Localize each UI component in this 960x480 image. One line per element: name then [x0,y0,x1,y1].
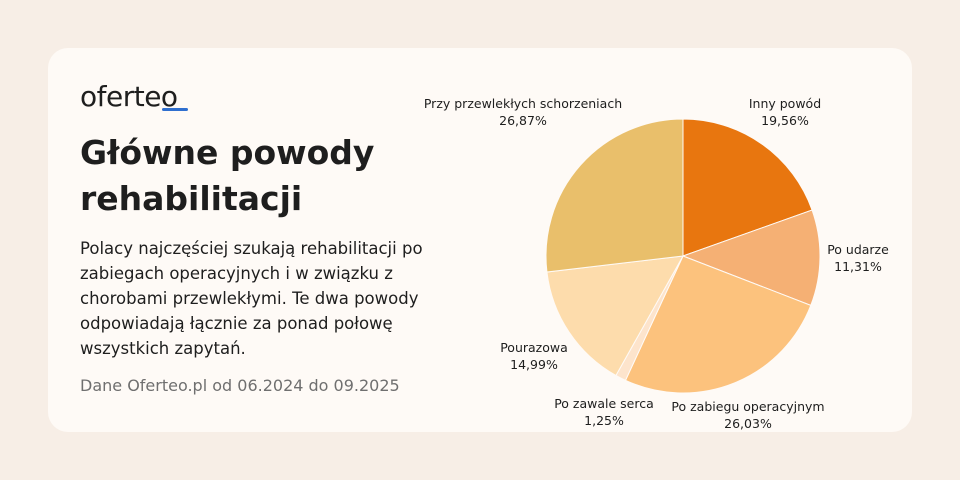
slice-value-label: 26,87% [499,113,547,128]
pie-slice-3 [624,255,812,394]
pie-slice-6 [545,118,684,273]
slice-label: Po udarze [827,242,889,257]
page-title: Główne powody rehabilitacji [80,133,375,218]
pie-slice-1 [682,118,813,257]
description: Polacy najczęściej szukają rehabilitacji… [80,239,423,358]
slice-label: Inny powód [749,96,821,111]
slice-value-label: 26,03% [724,416,772,431]
data-source-note: Dane Oferteo.pl od 06.2024 do 09.2025 [80,376,400,395]
slice-value-label: 1,25% [584,413,624,428]
slice-label: Przy przewlekłych schorzeniach [424,96,622,111]
pie-slice-2 [681,209,821,307]
slice-value-label: 14,99% [510,357,558,372]
slice-label: Pourazowa [500,340,568,355]
oferteo-logo[interactable]: oferteo [80,80,178,113]
slice-value-label: 19,56% [761,113,809,128]
slice-label: Po zawale serca [554,396,654,411]
pie-slice-5 [546,255,684,377]
logo-accent-bar [162,108,188,111]
slice-label: Po zabiegu operacyjnym [671,399,824,414]
slice-value-label: 11,31% [834,259,882,274]
